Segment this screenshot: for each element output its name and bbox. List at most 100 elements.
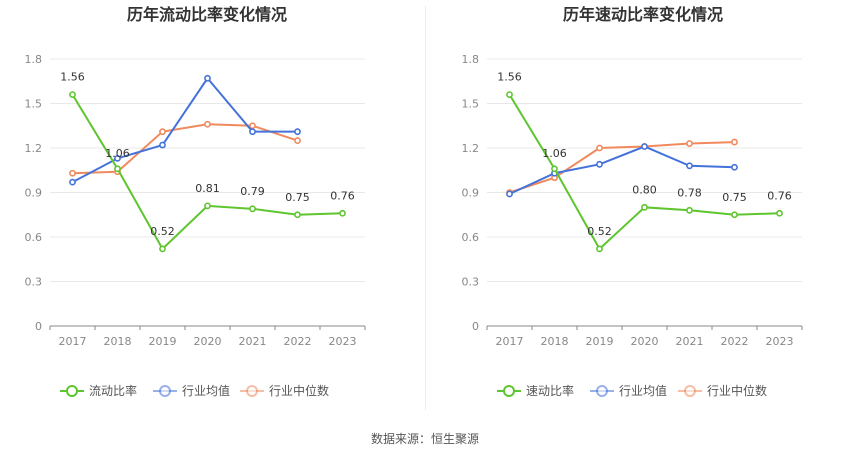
chart-2: 历年速动比率变化情况 0 0.3 0.6 0.9 1.2 1.5 1.8 2017 2018 201…: [462, 5, 803, 398]
legend-label: 行业中位数: [269, 383, 329, 398]
data-label: 1.06: [105, 147, 130, 160]
x-tick-label: 2019: [149, 335, 177, 348]
data-point-company: [114, 165, 121, 173]
data-label: 0.75: [722, 191, 747, 204]
series-line-industry_avg: [509, 145, 735, 195]
legend-item-company[interactable]: 流动比率: [60, 383, 137, 398]
data-label: 0.52: [587, 225, 612, 238]
x-tick-label: 2020: [631, 335, 659, 348]
x-tick-label: 2017: [59, 335, 87, 348]
data-point-company: [249, 205, 256, 213]
legend-item-industry_avg[interactable]: 行业均值: [590, 383, 667, 398]
x-tick-label: 2023: [329, 335, 357, 348]
legend-swatch-marker: [66, 385, 78, 397]
legend-item-industry_median[interactable]: 行业中位数: [240, 383, 329, 398]
data-point-industry_median: [69, 169, 76, 177]
legend-item-industry_median[interactable]: 行业中位数: [678, 383, 767, 398]
series-line-company: [508, 94, 780, 251]
y-tick-label: 0.6: [25, 231, 43, 244]
data-point-company: [294, 211, 301, 219]
x-tick-label: 2023: [766, 335, 794, 348]
chart-title: 历年速动比率变化情况: [563, 5, 723, 24]
data-point-industry_median: [159, 128, 166, 136]
y-tick-label: 1.2: [462, 142, 480, 155]
x-tick-label: 2018: [541, 335, 569, 348]
data-label: 0.76: [767, 189, 792, 202]
data-label: 0.75: [285, 191, 310, 204]
data-point-industry_median: [204, 120, 211, 128]
y-tick-label: 0.3: [462, 276, 480, 289]
data-point-company: [776, 209, 783, 217]
data-point-industry_avg: [159, 141, 166, 149]
data-label: 0.76: [330, 189, 355, 202]
legend-label: 行业中位数: [707, 383, 767, 398]
legend-swatch-marker: [596, 385, 608, 397]
data-point-company: [551, 165, 558, 173]
data-point-company: [641, 203, 648, 211]
x-tick-label: 2017: [496, 335, 524, 348]
x-tick-label: 2022: [284, 335, 312, 348]
x-tick-label: 2022: [721, 335, 749, 348]
data-point-industry_avg: [249, 128, 256, 136]
y-tick-label: 1.5: [25, 98, 43, 111]
data-point-company: [159, 245, 166, 253]
data-label: 0.78: [677, 186, 702, 199]
chart-title: 历年流动比率变化情况: [127, 5, 287, 24]
chart-1: 历年流动比率变化情况 0 0.3 0.6 0.9 1.2 1.5 1.8 2017 2018 201…: [25, 5, 366, 398]
data-label: 0.79: [240, 185, 265, 198]
y-tick-label: 0: [472, 320, 479, 333]
data-point-industry_median: [731, 138, 738, 146]
charts-canvas: 历年流动比率变化情况 0 0.3 0.6 0.9 1.2 1.5 1.8 2017 2018 201…: [25, 5, 803, 398]
legend-label: 行业均值: [619, 383, 667, 398]
legend-swatch-marker: [159, 385, 171, 397]
y-tick-label: 0.6: [462, 231, 480, 244]
legend-label: 速动比率: [526, 383, 574, 398]
data-point-company: [204, 202, 211, 210]
data-point-industry_median: [294, 137, 301, 144]
series-line-industry_avg: [72, 76, 298, 184]
data-label: 1.56: [497, 71, 522, 84]
data-point-industry_avg: [596, 160, 603, 168]
data-label: 0.80: [632, 183, 657, 196]
y-tick-label: 0: [35, 320, 42, 333]
x-tick-label: 2020: [194, 335, 222, 348]
data-label: 0.52: [150, 225, 175, 238]
y-tick-label: 1.2: [25, 142, 43, 155]
data-point-company: [69, 91, 76, 98]
data-point-industry_avg: [731, 163, 738, 171]
data-point-company: [731, 211, 738, 219]
data-point-industry_avg: [294, 128, 301, 136]
data-point-industry_avg: [69, 178, 76, 186]
data-point-company: [506, 91, 513, 98]
series-line-industry_median: [509, 141, 735, 194]
y-tick-label: 0.3: [25, 276, 43, 289]
x-tick-label: 2018: [104, 335, 132, 348]
chart-divider: [425, 6, 426, 410]
y-tick-label: 1.8: [462, 53, 480, 66]
series-line-industry_median: [72, 123, 298, 175]
data-label: 1.56: [60, 71, 85, 84]
data-point-industry_median: [596, 144, 603, 152]
y-tick-label: 1.8: [25, 53, 43, 66]
data-point-industry_avg: [506, 190, 513, 198]
legend-item-industry_avg[interactable]: 行业均值: [153, 383, 230, 398]
legend-label: 流动比率: [89, 383, 137, 398]
data-source-note: 数据来源：恒生聚源: [370, 432, 479, 446]
legend-label: 行业均值: [182, 383, 230, 398]
legend-item-company[interactable]: 速动比率: [497, 383, 574, 398]
data-label: 1.06: [542, 147, 567, 160]
data-point-company: [686, 206, 693, 214]
data-point-industry_median: [249, 122, 256, 130]
x-tick-label: 2019: [586, 335, 614, 348]
legend-swatch-marker: [503, 385, 515, 397]
x-tick-label: 2021: [239, 335, 267, 348]
x-tick-label: 2021: [676, 335, 704, 348]
data-point-industry_median: [686, 140, 693, 147]
y-tick-label: 0.9: [462, 187, 480, 200]
data-point-company: [339, 209, 346, 217]
legend-swatch-marker: [684, 385, 696, 397]
legend-swatch-marker: [246, 385, 258, 397]
data-point-industry_avg: [114, 154, 121, 162]
y-tick-label: 1.5: [462, 98, 480, 111]
data-point-industry_avg: [686, 162, 693, 170]
